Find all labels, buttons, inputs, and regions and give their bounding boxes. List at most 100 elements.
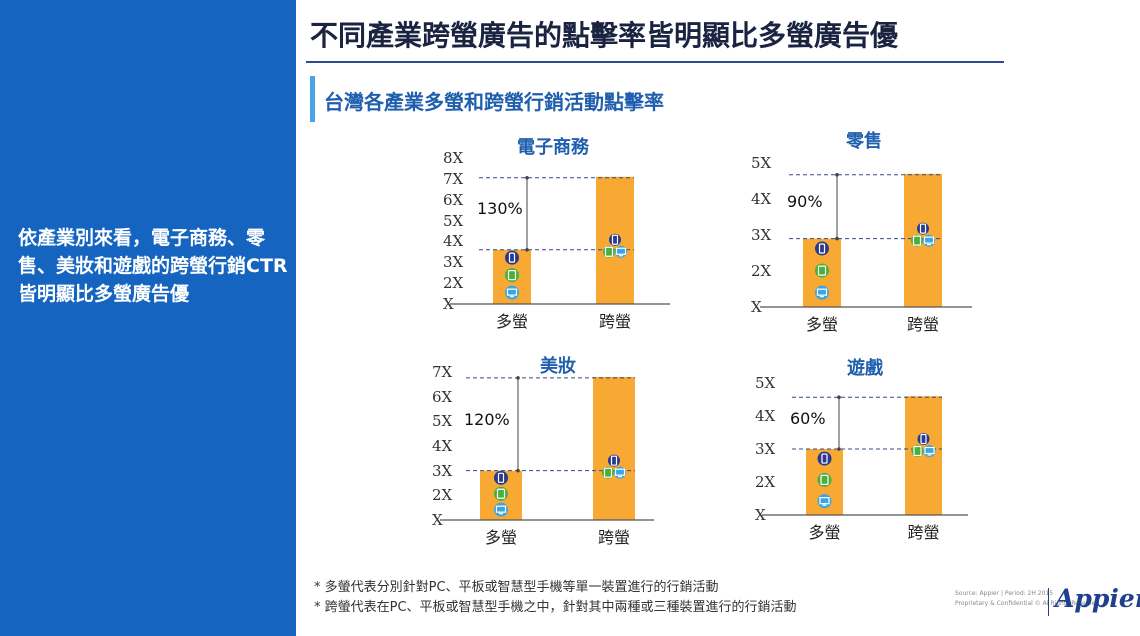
- y-tick-label: 5X: [432, 412, 453, 431]
- x-category-label: 多螢: [495, 312, 528, 331]
- growth-label-retail: 90%: [787, 192, 823, 212]
- y-tick-label: 2X: [443, 274, 464, 293]
- phone-icon-disc: [815, 241, 829, 256]
- monitor-glyph: [506, 288, 518, 296]
- bar-cross-screen: [904, 173, 942, 307]
- tablet-glyph: [507, 270, 517, 281]
- subtitle-accent-bar: [310, 76, 315, 122]
- y-tick-label: 6X: [432, 387, 453, 406]
- tablet-glyph: [820, 474, 829, 485]
- tablet-icon: [911, 445, 924, 457]
- y-tick-label: 4X: [751, 190, 772, 208]
- tablet-icon: [603, 245, 615, 258]
- copyright-line: Proprietary & Confidential © AI Rights R…: [955, 600, 1100, 607]
- chart-title-beauty: 美妝: [540, 356, 576, 377]
- tablet-icon: [505, 268, 519, 283]
- x-category-label: 多螢: [805, 315, 838, 334]
- phone-glyph: [818, 243, 826, 254]
- logo-divider: [1048, 588, 1049, 616]
- chart-title-gaming: 遊戲: [847, 358, 883, 379]
- bar-cross-screen: [905, 396, 942, 515]
- y-tick-label: 4X: [432, 437, 453, 455]
- monitor-glyph: [816, 288, 828, 296]
- y-tick-label: 3X: [443, 253, 464, 272]
- arrow-head-bottom: [516, 468, 520, 473]
- footnote-cross-screen: * 跨螢代表在PC、平板或智慧型手機之中，針對其中兩種或三種裝置進行的行銷活動: [314, 600, 797, 615]
- y-tick-label: 5X: [443, 211, 464, 230]
- x-category-label: 跨螢: [906, 315, 939, 334]
- monitor-glyph: [923, 236, 935, 244]
- y-tick-label: 4X: [443, 232, 464, 251]
- phone-icon: [917, 222, 929, 235]
- pc-icon: [815, 285, 829, 300]
- title-divider: [306, 61, 1004, 63]
- tablet-glyph: [603, 467, 613, 478]
- growth-label-ecommerce: 130%: [477, 199, 523, 219]
- y-tick-label: 6X: [443, 190, 464, 209]
- sidebar-panel: 依產業別來看，電子商務、零售、美妝和遊戲的跨螢行銷CTR皆明顯比多螢廣告優: [0, 0, 296, 636]
- phone-icon: [815, 241, 829, 256]
- arrow-head-top: [837, 395, 841, 400]
- sidebar-summary-text: 依產業別來看，電子商務、零售、美妝和遊戲的跨螢行銷CTR皆明顯比多螢廣告優: [18, 227, 288, 305]
- phone-icon: [608, 454, 620, 467]
- y-tick-label: X: [443, 295, 454, 313]
- phone-icon: [494, 470, 508, 485]
- chart-title-ecommerce: 電子商務: [517, 137, 589, 158]
- source-note: Source: Appier | Period: 2H 2015 Proprie…: [955, 589, 1099, 609]
- pc-icon: [614, 466, 626, 479]
- y-tick-label: 2X: [432, 486, 453, 505]
- pc-icon: [923, 445, 936, 457]
- pc-icon: [505, 285, 519, 300]
- growth-label-gaming: 60%: [790, 408, 826, 428]
- phone-icon: [505, 250, 519, 265]
- arrow-head-top: [835, 173, 839, 177]
- monitor-glyph: [819, 497, 830, 505]
- y-tick-label: 3X: [755, 440, 776, 458]
- phone-icon: [817, 451, 832, 466]
- y-tick-label: 7X: [432, 363, 453, 381]
- y-tick-label: 8X: [443, 149, 464, 167]
- monitor-glyph: [614, 468, 626, 476]
- y-tick-label: X: [751, 298, 762, 316]
- tablet-glyph: [912, 235, 922, 246]
- footnotes: * 多螢代表分別針對PC、平板或智慧型手機等單一裝置進行的行銷活動 * 跨螢代表…: [314, 578, 797, 618]
- pc-icon: [494, 502, 508, 517]
- monitor-glyph: [615, 247, 627, 255]
- y-tick-label: 3X: [751, 226, 772, 244]
- tablet-glyph: [496, 488, 506, 499]
- phone-glyph: [497, 472, 505, 483]
- y-tick-label: 2X: [755, 473, 776, 491]
- phone-icon-disc: [505, 250, 519, 265]
- phone-glyph: [508, 252, 516, 263]
- phone-icon-disc: [494, 470, 508, 485]
- x-category-label: 跨螢: [597, 528, 630, 547]
- phone-glyph: [611, 234, 619, 245]
- monitor-glyph: [495, 505, 507, 513]
- phone-glyph: [919, 223, 927, 234]
- y-tick-label: 5X: [751, 154, 772, 172]
- page-subtitle: 台灣各產業多螢和跨螢行銷活動點擊率: [324, 90, 664, 114]
- y-tick-label: 3X: [432, 461, 453, 480]
- arrow-head-bottom: [837, 447, 841, 451]
- monitor-glyph: [924, 446, 935, 455]
- pc-icon: [615, 245, 627, 258]
- pc-icon: [923, 234, 935, 247]
- y-tick-label: 4X: [755, 407, 776, 425]
- tablet-glyph: [913, 445, 922, 457]
- x-category-label: 跨螢: [907, 523, 940, 542]
- growth-label-beauty: 120%: [464, 409, 510, 429]
- arrow-head-bottom: [835, 236, 839, 241]
- x-category-label: 多螢: [484, 528, 517, 547]
- footnote-multi-screen: * 多螢代表分別針對PC、平板或智慧型手機等單一裝置進行的行銷活動: [314, 580, 719, 595]
- tablet-glyph: [817, 265, 827, 276]
- arrow-head-bottom: [525, 247, 529, 252]
- tablet-icon: [602, 466, 614, 479]
- source-line: Source: Appier | Period: 2H 2015: [955, 590, 1054, 597]
- phone-glyph: [610, 455, 618, 466]
- phone-icon: [917, 433, 930, 445]
- phone-icon: [609, 233, 621, 246]
